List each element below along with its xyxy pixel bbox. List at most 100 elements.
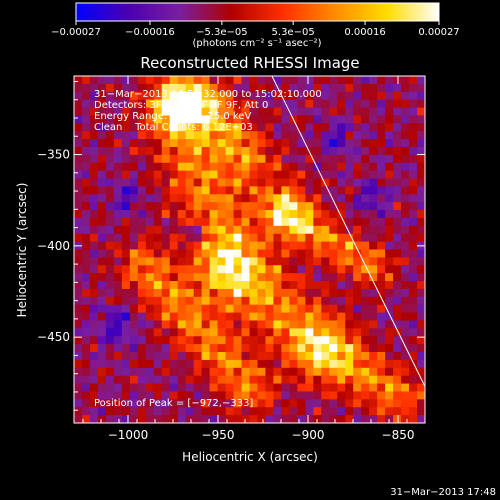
heatmap-cell [297, 375, 306, 384]
heatmap-cell [161, 312, 171, 321]
heatmap-cell [169, 296, 179, 306]
heatmap-cell [81, 296, 91, 306]
heatmap-cell [401, 415, 410, 423]
heatmap-cell [377, 170, 386, 179]
heatmap-cell [281, 91, 290, 101]
heatmap-cell [209, 217, 218, 227]
heatmap-cell [401, 352, 410, 361]
heatmap-cell [257, 107, 266, 116]
heatmap-cell [217, 415, 226, 423]
heatmap-cell [393, 210, 402, 219]
heatmap-cell [113, 375, 123, 384]
heatmap-cell [201, 162, 211, 172]
heatmap-cell [297, 162, 306, 172]
heatmap-cell [169, 123, 179, 132]
heatmap-cell [249, 99, 258, 108]
heatmap-cell [361, 217, 370, 227]
heatmap-cell [329, 249, 338, 258]
heatmap-cell [409, 391, 418, 400]
heatmap-cell [169, 225, 179, 235]
heatmap-cell [321, 170, 330, 179]
heatmap-cell [89, 225, 99, 235]
heatmap-cell [257, 312, 266, 321]
heatmap-cell [74, 249, 83, 258]
heatmap-cell [121, 83, 131, 93]
heatmap-cell [97, 146, 107, 156]
heatmap-cell [265, 146, 274, 156]
heatmap-cell [105, 99, 115, 108]
heatmap-cell [377, 328, 386, 337]
heatmap-cell [74, 344, 83, 353]
heatmap-cell [289, 312, 298, 321]
heatmap-cell [417, 257, 425, 266]
heatmap-cell [281, 336, 290, 345]
heatmap-cell [393, 328, 402, 337]
heatmap-cell [185, 296, 195, 306]
heatmap-cell [393, 375, 402, 384]
heatmap-cell [273, 344, 282, 353]
heatmap-cell [281, 312, 290, 321]
heatmap-cell [217, 288, 226, 298]
heatmap-cell [137, 399, 147, 408]
heatmap-cell [345, 83, 354, 93]
heatmap-cell [297, 304, 306, 313]
heatmap-cell [153, 383, 163, 392]
heatmap-cell [105, 344, 115, 353]
heatmap-cell [281, 281, 290, 290]
heatmap-cell [345, 202, 354, 211]
heatmap-cell [129, 288, 139, 298]
heatmap-cell [105, 233, 115, 243]
heatmap-cell [121, 76, 131, 85]
heatmap-cell [161, 320, 171, 329]
heatmap-cell [281, 76, 290, 85]
heatmap-cell [305, 123, 314, 132]
heatmap-cell [369, 415, 378, 423]
heatmap-cell [385, 328, 394, 337]
heatmap-cell [297, 336, 306, 345]
heatmap-cell [121, 115, 131, 124]
heatmap-cell [289, 154, 298, 164]
heatmap-cell [161, 170, 171, 179]
heatmap-cell [137, 210, 147, 219]
heatmap-cell [321, 76, 330, 85]
heatmap-cell [321, 359, 330, 369]
heatmap-cell [297, 407, 306, 416]
heatmap-cell [409, 115, 418, 124]
heatmap-cell [409, 241, 418, 250]
heatmap-cell [74, 210, 83, 219]
heatmap-cell [417, 391, 425, 400]
footer-timestamp: 31−Mar−2013 17:48 [390, 487, 496, 498]
heatmap-cell [97, 407, 107, 416]
heatmap-cell [369, 162, 378, 172]
heatmap-cell [361, 265, 370, 274]
heatmap-cell [217, 281, 226, 290]
heatmap-cell [361, 296, 370, 306]
heatmap-cell [105, 146, 115, 156]
heatmap-cell [361, 352, 370, 361]
heatmap-cell [281, 265, 290, 274]
heatmap-cell [169, 194, 179, 203]
heatmap-cell [257, 249, 266, 258]
heatmap-cell [345, 257, 354, 266]
heatmap-cell [209, 359, 218, 369]
heatmap-cell [233, 139, 242, 148]
heatmap-cell [273, 91, 282, 101]
heatmap-cell [289, 407, 298, 416]
heatmap-cell [225, 336, 234, 345]
heatmap-cell [337, 99, 346, 108]
heatmap-cell [377, 273, 386, 282]
heatmap-cell [225, 281, 234, 290]
heatmap-cell [153, 344, 163, 353]
heatmap-cell [145, 281, 155, 290]
heatmap-cell [113, 131, 123, 140]
heatmap-cell [209, 336, 218, 345]
heatmap-cell [233, 217, 242, 227]
heatmap-cell [393, 76, 402, 85]
heatmap-cell [201, 178, 211, 187]
heatmap-cell [145, 312, 155, 321]
heatmap-cell [345, 249, 354, 258]
heatmap-cell [169, 407, 179, 416]
heatmap-cell [177, 336, 187, 345]
heatmap-cell [289, 178, 298, 187]
colorbar-ticks: −0.00027 −0.00016 −5.3e−05 5.3e−05 0.00016 0.… [51, 21, 460, 38]
